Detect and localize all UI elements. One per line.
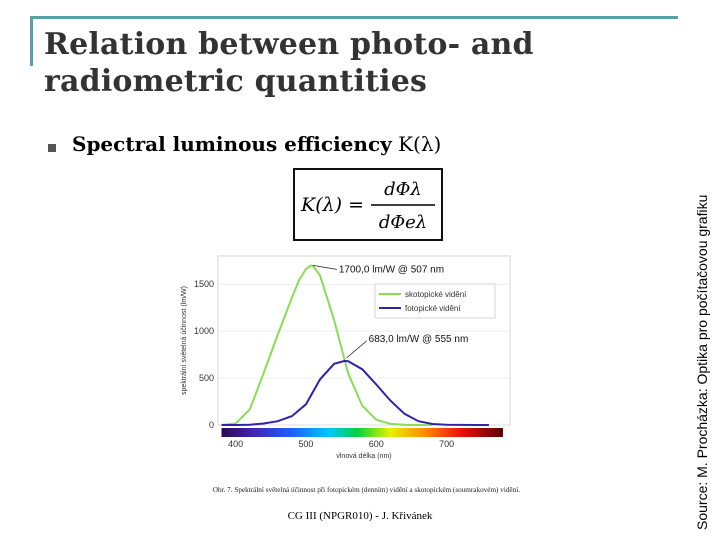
title-line-1: Relation between photo- and (44, 27, 534, 62)
x-tick-label-500: 500 (298, 439, 313, 449)
x-tick-label-400: 400 (228, 439, 243, 449)
x-tick-label-600: 600 (369, 439, 384, 449)
bullet-text: Spectral luminous efficiency K(λ) (72, 132, 441, 156)
annotation-arrow-photopic (346, 340, 367, 359)
spectrum-band (221, 428, 503, 437)
x-tick-label-700: 700 (439, 439, 454, 449)
title-line-2: radiometric quantities (44, 64, 428, 99)
legend-box (374, 283, 496, 319)
formula-box: K(λ) = dΦλ dΦeλ (293, 168, 443, 241)
bullet-bold-text: Spectral luminous efficiency (72, 132, 392, 156)
formula-numerator: dΦλ (384, 179, 422, 200)
bullet-square-icon (48, 144, 56, 152)
frame-left-line (30, 16, 33, 66)
formula-denominator: dΦeλ (379, 212, 427, 233)
slide-title: Relation between photo- and radiometric … (44, 26, 534, 100)
footer-text: CG III (NPGR010) - J. Křivánek (287, 510, 433, 522)
series-line-photopic (221, 359, 489, 426)
figure-caption: Obr. 7. Spektrální světelná účinnost při… (213, 486, 520, 494)
y-tick-label-0: 0 (209, 420, 214, 430)
formula-svg: K(λ) = dΦλ dΦeλ (300, 179, 435, 233)
y-axis-label: spektrální světelná účinnost (lm/W) (181, 286, 188, 395)
y-tick-label-1500: 1500 (194, 279, 214, 289)
frame-top-line (30, 16, 678, 19)
annotation-photopic-peak: 683,0 lm/W @ 555 nm (369, 334, 469, 345)
legend-label-photopic: fotopické vidění (405, 304, 461, 313)
legend-label-scotopic: skotopické vidění (405, 290, 467, 299)
series-line-scotopic (221, 264, 433, 426)
y-tick-label-500: 500 (199, 373, 214, 383)
annotation-scotopic-peak: 1700,0 lm/W @ 507 nm (339, 264, 444, 275)
bullet-symbol: K(λ) (398, 132, 442, 156)
y-tick-label-1000: 1000 (194, 326, 214, 336)
source-note: Source: M. Procházka: Optika pro počítač… (694, 194, 710, 530)
formula-lhs: K(λ) = (300, 194, 364, 216)
annotation-arrow-scotopic (312, 264, 337, 270)
chart: 0 500 1000 1500 400 500 600 700 vlnová délka (nm… (181, 255, 520, 494)
x-axis-label: vlnová délka (nm) (336, 453, 391, 460)
